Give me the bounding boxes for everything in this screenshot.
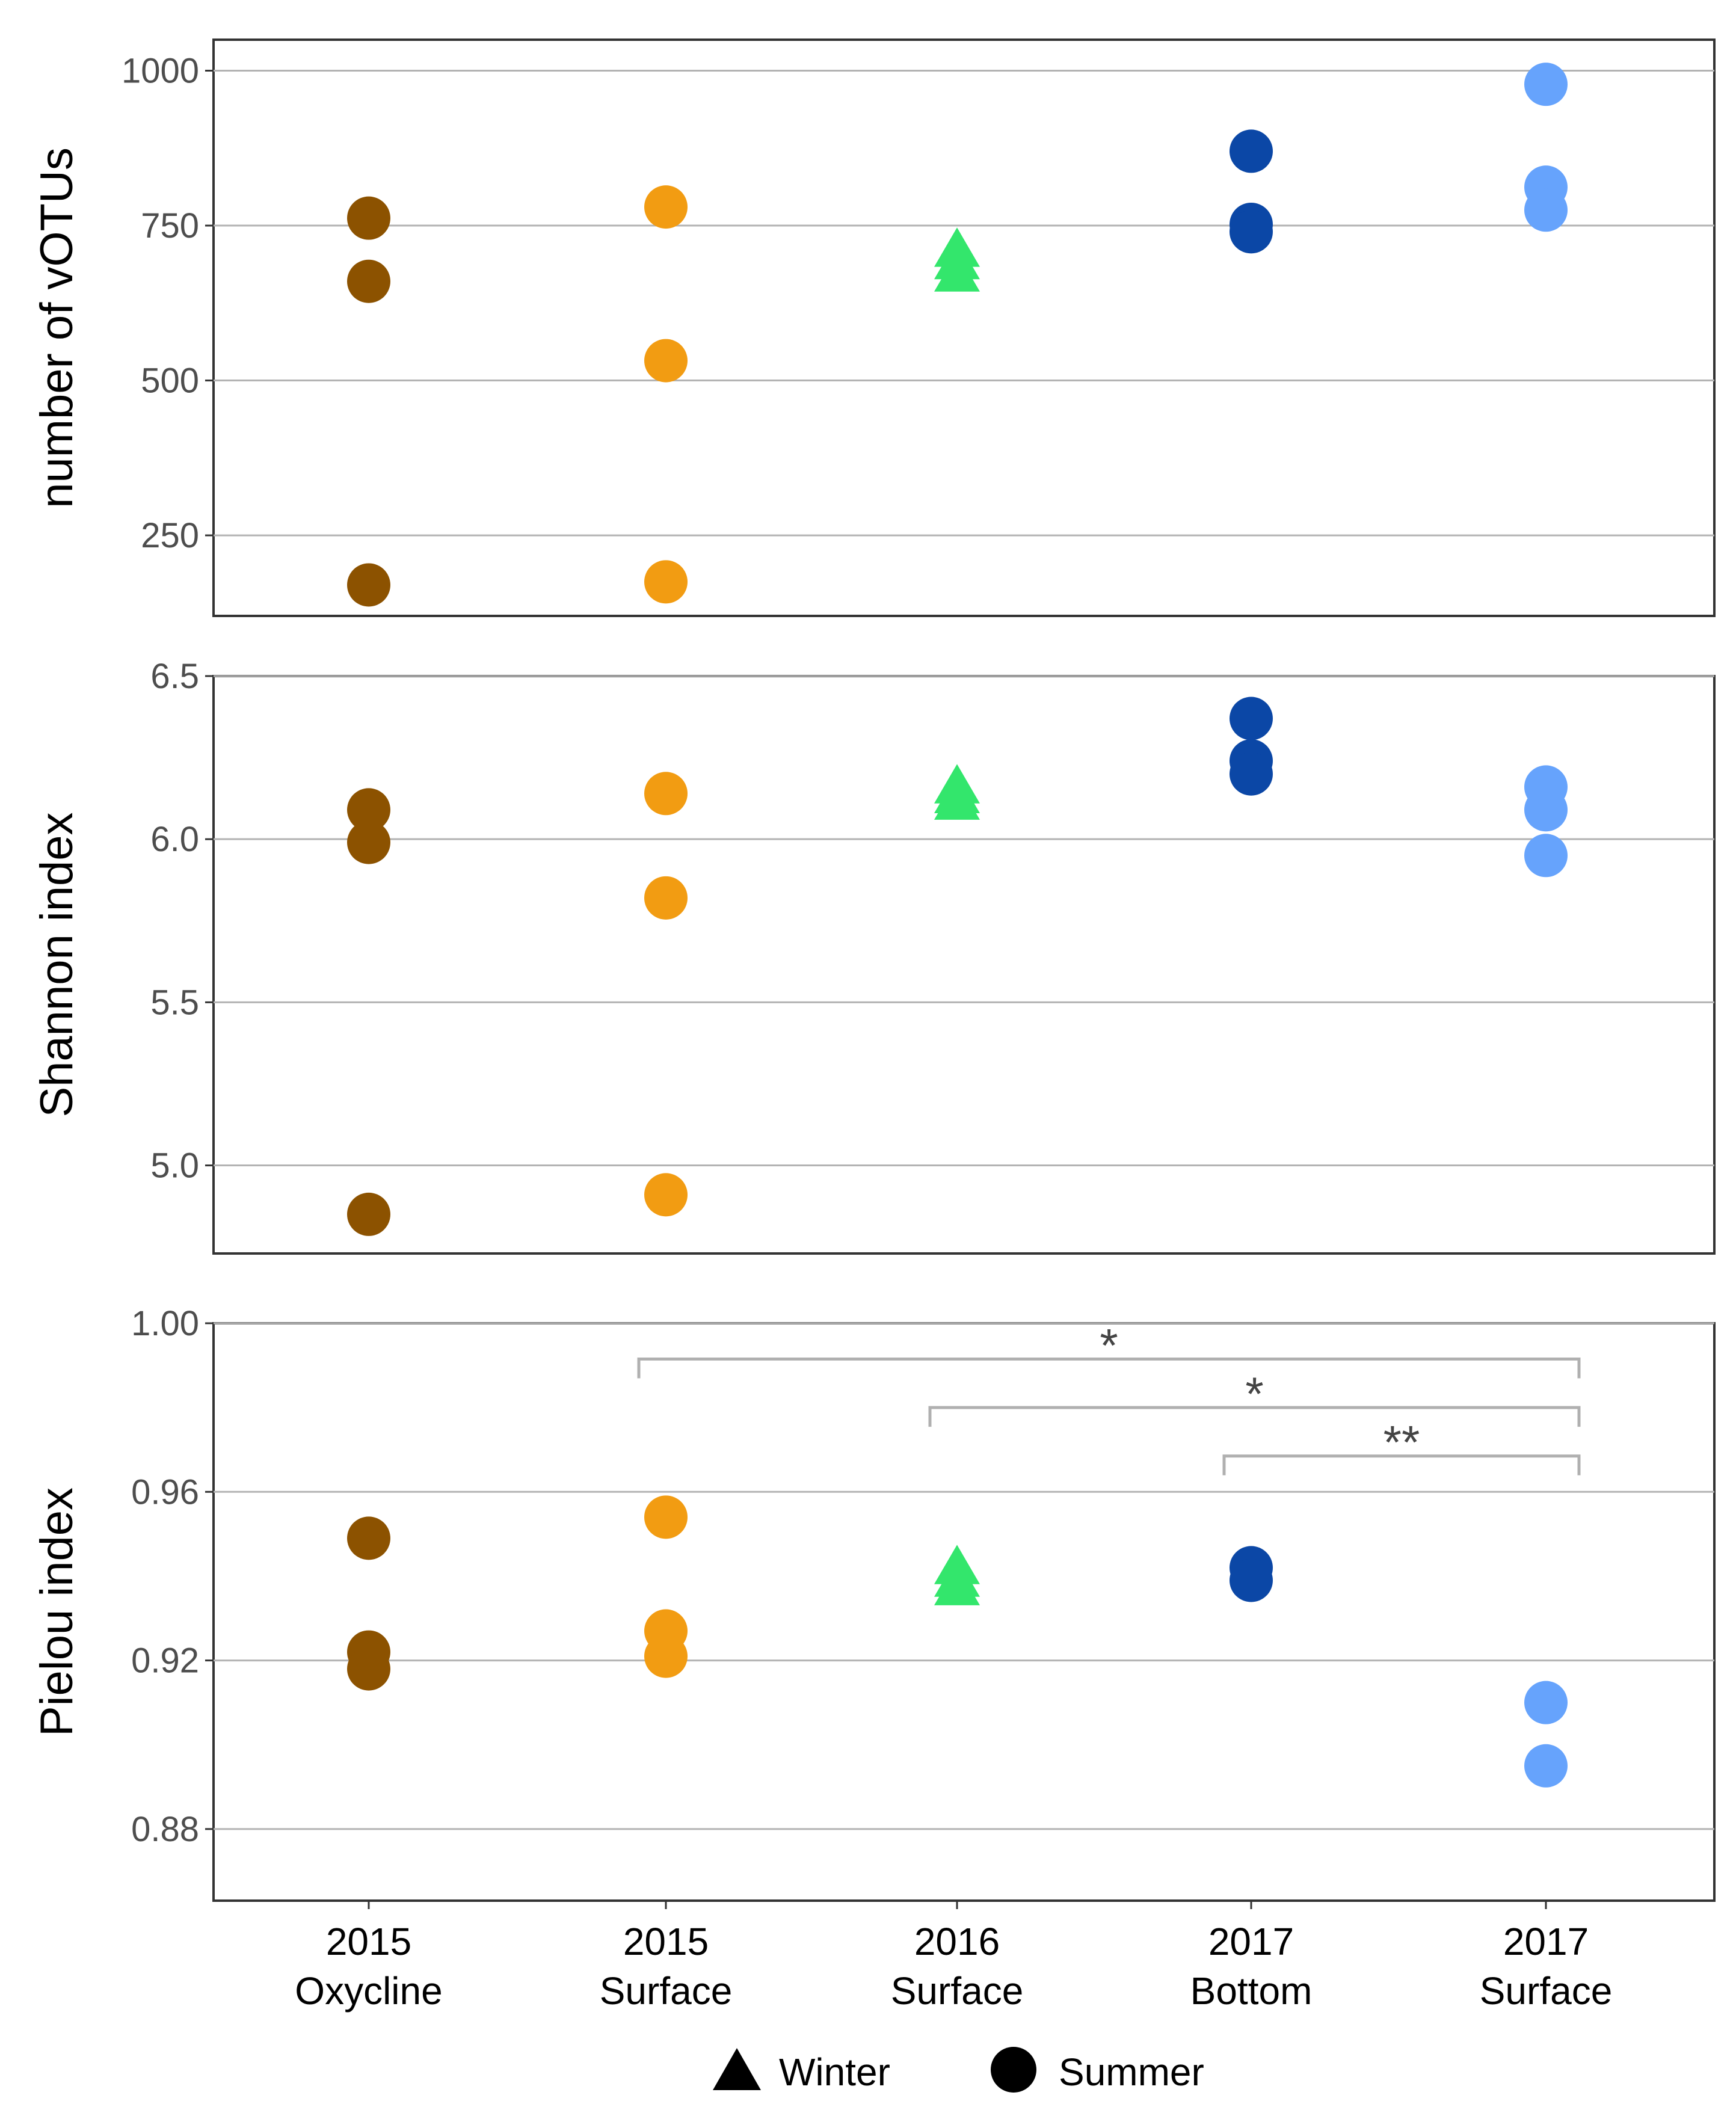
x-tick-label-site: Surface bbox=[1480, 1969, 1613, 2013]
y-tick-label: 5.5 bbox=[150, 983, 199, 1022]
panel-2: 5.0 5.5 6.0 6.5 Shannon index bbox=[31, 657, 1716, 1255]
data-point-circle bbox=[1524, 1744, 1568, 1788]
bracket-line bbox=[928, 1406, 1581, 1427]
data-point-circle bbox=[644, 560, 688, 604]
panel-frame bbox=[212, 1322, 1716, 1902]
data-point-circle bbox=[347, 563, 390, 607]
data-point-triangle bbox=[934, 1566, 980, 1605]
y-tick-label: 5.0 bbox=[150, 1146, 199, 1186]
bracket-line bbox=[1222, 1454, 1581, 1475]
y-tick-label: 1000 bbox=[122, 52, 199, 91]
data-point-circle bbox=[347, 820, 390, 864]
y-axis-label: Shannon index bbox=[31, 812, 82, 1117]
data-point-circle bbox=[644, 876, 688, 920]
data-point-circle bbox=[1524, 788, 1568, 832]
y-tick-label: 250 bbox=[141, 516, 199, 555]
x-tick-label-year: 2017 bbox=[1208, 1920, 1294, 1963]
data-point-circle bbox=[644, 1634, 688, 1678]
significance-label: * bbox=[1245, 1367, 1263, 1420]
significance-bracket: * bbox=[637, 1319, 1581, 1379]
x-tick-label-site: Oxycline bbox=[295, 1969, 442, 2013]
panel-frame bbox=[212, 38, 1716, 617]
data-point-triangle bbox=[934, 780, 980, 820]
panel-frame bbox=[212, 675, 1716, 1255]
data-point-circle bbox=[1524, 188, 1568, 232]
data-point-circle bbox=[1524, 63, 1568, 106]
data-point-circle bbox=[1230, 752, 1273, 796]
data-point-circle bbox=[644, 1495, 688, 1539]
x-tick-label-year: 2016 bbox=[914, 1920, 1000, 1963]
data-point-circle bbox=[644, 1173, 688, 1217]
data-point-circle bbox=[644, 185, 688, 229]
data-point-circle bbox=[1230, 129, 1273, 173]
legend: Winter Summer bbox=[713, 2047, 1204, 2094]
y-tick-label: 0.88 bbox=[131, 1810, 199, 1849]
x-tick-label-year: 2017 bbox=[1503, 1920, 1589, 1963]
data-point-circle bbox=[644, 772, 688, 816]
panels: 250 500 750 1000 number of vOTUs 5.0 5.5 6.0 6.5… bbox=[31, 38, 1716, 1902]
significance-bracket: ** bbox=[1222, 1416, 1581, 1475]
x-tick-label-year: 2015 bbox=[326, 1920, 411, 1963]
data-point-circle bbox=[644, 339, 688, 383]
significance-label: * bbox=[1100, 1319, 1118, 1372]
y-tick-label: 750 bbox=[141, 206, 199, 245]
y-axis-label: number of vOTUs bbox=[31, 147, 82, 508]
y-tick-label: 1.00 bbox=[131, 1304, 199, 1343]
data-point-circle bbox=[347, 788, 390, 832]
x-tick-label-site: Bottom bbox=[1190, 1969, 1313, 2013]
bracket-line bbox=[637, 1358, 1581, 1379]
data-point-circle bbox=[347, 196, 390, 240]
x-axis: 2015 Oxycline 2015 Surface 2016 Surface 2017 Bo… bbox=[295, 1901, 1612, 2013]
data-point-circle bbox=[1230, 210, 1273, 254]
data-point-circle bbox=[1524, 1681, 1568, 1724]
y-tick-label: 500 bbox=[141, 361, 199, 401]
x-tick-label-site: Surface bbox=[891, 1969, 1024, 2013]
significance-bracket: * bbox=[928, 1367, 1581, 1427]
x-tick-label-year: 2015 bbox=[623, 1920, 709, 1963]
data-point-circle bbox=[347, 259, 390, 303]
data-point-circle bbox=[1524, 834, 1568, 878]
legend-circle-icon bbox=[991, 2047, 1036, 2093]
significance-label: ** bbox=[1384, 1416, 1420, 1469]
legend-label-winter: Winter bbox=[779, 2050, 890, 2094]
data-point-circle bbox=[1230, 697, 1273, 740]
legend-triangle-icon bbox=[713, 2048, 761, 2090]
panel-1: 250 500 750 1000 number of vOTUs bbox=[31, 38, 1716, 617]
data-point-circle bbox=[347, 1516, 390, 1560]
y-tick-label: 6.5 bbox=[150, 657, 199, 696]
y-axis-label: Pielou index bbox=[31, 1487, 82, 1736]
legend-label-summer: Summer bbox=[1059, 2050, 1204, 2094]
y-tick-label: 6.0 bbox=[150, 820, 199, 859]
data-point-triangle bbox=[934, 252, 980, 292]
data-point-circle bbox=[347, 1192, 390, 1236]
x-tick-label-site: Surface bbox=[600, 1969, 733, 2013]
data-point-circle bbox=[347, 1647, 390, 1691]
y-tick-label: 0.96 bbox=[131, 1472, 199, 1512]
data-point-circle bbox=[1230, 1558, 1273, 1602]
y-tick-label: 0.92 bbox=[131, 1641, 199, 1681]
